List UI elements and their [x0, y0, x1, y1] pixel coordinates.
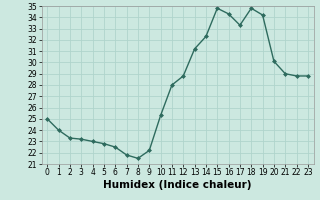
X-axis label: Humidex (Indice chaleur): Humidex (Indice chaleur): [103, 180, 252, 190]
